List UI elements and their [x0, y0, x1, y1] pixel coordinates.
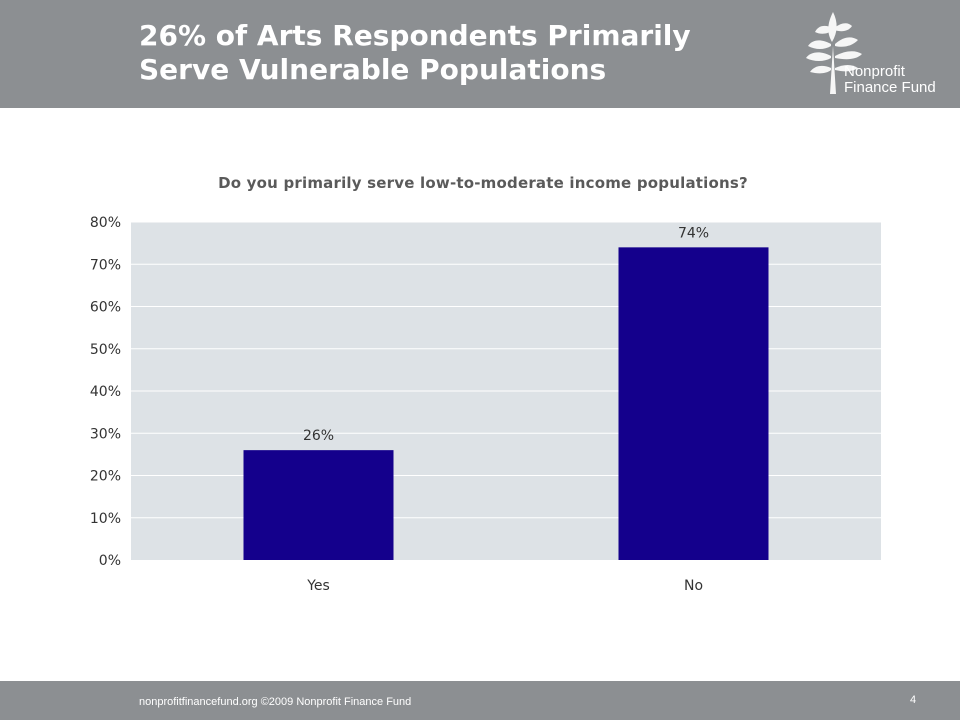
slide-title-line-2: Serve Vulnerable Populations — [139, 53, 607, 86]
y-tick-label: 80% — [90, 215, 121, 231]
leaf-tree-icon — [806, 12, 862, 94]
chart-title: Do you primarily serve low-to-moderate i… — [218, 174, 748, 192]
slide-title-line-1: 26% of Arts Respondents Primarily — [139, 19, 691, 52]
y-tick-label: 20% — [90, 469, 121, 485]
x-tick-label: No — [684, 578, 703, 594]
y-tick-label: 0% — [99, 553, 121, 569]
y-tick-label: 30% — [90, 426, 121, 442]
logo-wordmark: Nonprofit Finance Fund — [844, 64, 936, 96]
data-label: 74% — [678, 225, 709, 241]
logo-line-2: Finance Fund — [844, 79, 936, 96]
bar — [243, 450, 394, 560]
y-tick-label: 40% — [90, 384, 121, 400]
x-tick-label: Yes — [306, 578, 330, 594]
slide-title: 26% of Arts Respondents Primarily Serve … — [139, 19, 779, 87]
y-tick-label: 70% — [90, 257, 121, 273]
nonprofit-finance-fund-logo: Nonprofit Finance Fund — [800, 6, 940, 102]
y-tick-label: 10% — [90, 511, 121, 527]
logo-line-1: Nonprofit — [844, 63, 905, 80]
y-tick-label: 50% — [90, 342, 121, 358]
data-label: 26% — [303, 428, 334, 444]
bar — [618, 247, 769, 560]
footer-copyright: nonprofitfinancefund.org ©2009 Nonprofit… — [139, 696, 412, 708]
y-tick-label: 60% — [90, 300, 121, 316]
bar-chart: 0% 10% 20% 30% 40% 50% 60% 70% 80% 26% Yes 74% No — [90, 215, 881, 594]
slide-header: 26% of Arts Respondents Primarily Serve … — [0, 0, 960, 108]
page-number: 4 — [910, 694, 917, 706]
slide-footer: nonprofitfinancefund.org ©2009 Nonprofit… — [0, 681, 960, 720]
